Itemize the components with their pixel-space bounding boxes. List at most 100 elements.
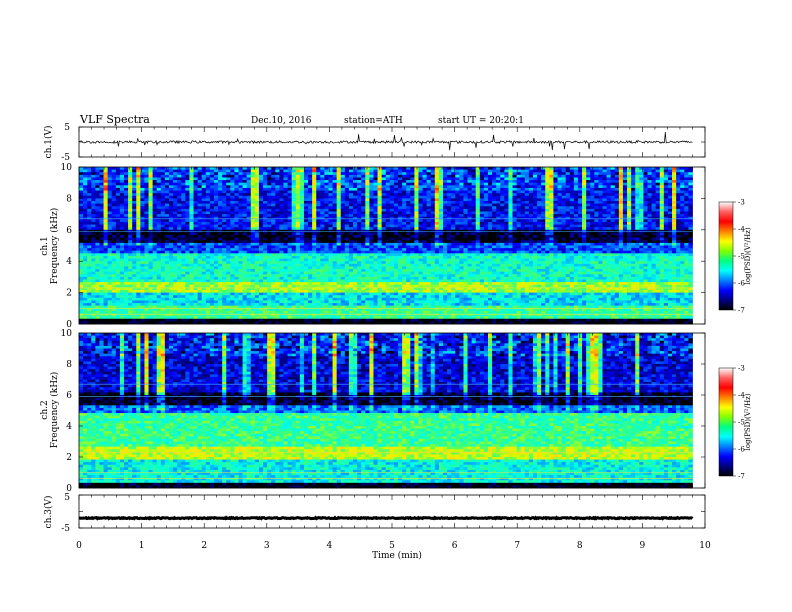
ch1-spectrogram-cell <box>83 167 88 171</box>
ch1-spectrogram-cell <box>95 216 100 220</box>
ch1-spectrogram-cell <box>177 195 182 199</box>
ch1-spectrogram-cell <box>312 219 317 223</box>
ch1-spectrogram-cell <box>459 221 464 225</box>
ch1-spectrogram-cell <box>430 195 436 199</box>
ch1-spectrogram-cell <box>406 216 411 220</box>
ch1-spectrogram-cell <box>156 208 162 212</box>
ch1-spectrogram-cell <box>569 182 575 186</box>
ch1-spectrogram-cell <box>487 232 493 236</box>
ch1-spectrogram-cell <box>246 214 252 218</box>
ch1-spectrogram-cell <box>610 235 616 239</box>
ch1-spectrogram-cell <box>238 203 243 207</box>
ch1-spectrogram-cell <box>91 242 96 246</box>
ch1-spectrogram-cell <box>602 198 607 202</box>
ch1-spectrogram-cell <box>545 180 550 184</box>
ch1-spectrogram-cell <box>361 203 366 207</box>
ch1-spectrogram-cell <box>299 185 305 189</box>
ch1-spectrogram-cell <box>324 240 329 244</box>
ch1-spectrogram-cell <box>308 187 313 191</box>
ch1-spectrogram-cell <box>496 201 501 205</box>
ch1-spectrogram-cell <box>348 242 354 246</box>
ch1-spectrogram-cell <box>140 177 145 181</box>
ch1-spectrogram-cell <box>201 193 207 197</box>
ch1-spectrogram-cell <box>230 211 235 215</box>
ch1-spectrogram-cell <box>614 245 620 249</box>
ch1-spectrogram-cell <box>107 216 113 220</box>
ch1-spectrogram-cell <box>197 182 203 186</box>
ch1-spectrogram-cell <box>598 206 603 210</box>
start-ut-label: start UT = 20:20:1 <box>438 116 524 126</box>
ch1-spectrogram-cell <box>500 201 505 205</box>
ch1-spectrogram-cell <box>594 221 599 225</box>
ch1-spectrogram-cell <box>627 242 632 246</box>
ch1-spectrogram-cell <box>451 245 456 249</box>
ch1-spectrogram-cell <box>238 193 243 197</box>
ch1-spectrogram-cell <box>651 250 657 254</box>
ch1-spectrogram-cell <box>483 169 489 173</box>
ch1-spectrogram-cell <box>291 187 297 191</box>
ch1-spectrogram-cell <box>655 242 661 246</box>
ch1-spectrogram-cell <box>410 198 415 202</box>
ch1-spectrogram-cell <box>115 206 121 210</box>
ch1-spectrogram-cell <box>541 235 546 239</box>
ch1-spectrogram-cell <box>222 201 227 205</box>
ch1-spectrogram-cell <box>537 167 542 171</box>
ch1-spectrogram-cell <box>688 198 693 202</box>
ch1-spectrogram-cell <box>320 193 325 197</box>
ch1-spectrogram-cell <box>545 187 550 191</box>
ch1-spectrogram-cell <box>672 240 677 244</box>
ch1-spectrogram-cell <box>586 198 591 202</box>
ch1-spectrogram-cell <box>684 214 689 218</box>
ch1-spectrogram-cell <box>95 214 100 218</box>
ch1-spectrogram-cell <box>308 177 313 181</box>
ch1-spectrogram-cell <box>672 237 677 241</box>
ch1-spectrogram-cell <box>320 245 325 249</box>
ch1-spectrogram-cell <box>594 167 599 171</box>
ch1-spectrogram-cell <box>447 169 452 173</box>
ch1-spectrogram-cell <box>263 232 268 236</box>
ch1-spectrogram-cell <box>537 221 542 225</box>
ch1-spectrogram-cell <box>316 235 321 239</box>
ch1-spectrogram-cell <box>385 248 391 252</box>
ch1-spectrogram-cell <box>385 174 391 178</box>
ch1-spectrogram-cell <box>402 224 407 228</box>
ch1-spectrogram-cell <box>561 235 567 239</box>
ch1-spectrogram-cell <box>610 237 616 241</box>
ch1-spectrogram-cell <box>389 224 395 228</box>
ch1-spectrogram-cell <box>565 219 571 223</box>
ch1-spectrogram-cell <box>557 235 562 239</box>
ch1-spectrogram-cell <box>443 224 448 228</box>
ch1-spectrogram-cell <box>622 214 628 218</box>
ch1-spectrogram-cell <box>107 195 113 199</box>
ch1-spectrogram-cell <box>119 190 125 194</box>
ch1-spectrogram-cell <box>516 227 522 231</box>
ch1-spectrogram-cell <box>123 203 129 207</box>
ch1-spectrogram-cell <box>659 216 665 220</box>
ch1-spectrogram-cell <box>332 232 338 236</box>
ch1-spectrogram-cell <box>79 195 84 199</box>
ch1-spectrogram-cell <box>492 248 497 252</box>
ch1-spectrogram-cell <box>622 208 628 212</box>
ch1-spectrogram-cell <box>393 240 399 244</box>
ch1-spectrogram-cell <box>643 245 648 249</box>
ch1-spectrogram-cell <box>512 169 518 173</box>
ch1-spectrogram-cell <box>95 185 100 189</box>
ch1-spectrogram-cell <box>455 187 460 191</box>
ch1-spectrogram-cell <box>467 219 473 223</box>
ch1-spectrogram-cell <box>516 198 522 202</box>
ch1-spectrogram-cell <box>618 227 624 231</box>
ch1-spectrogram-cell <box>144 174 149 178</box>
ch1-spectrogram-cell <box>541 240 546 244</box>
ch1-spectrogram-cell <box>414 172 419 176</box>
ch1-spectrogram-cell <box>471 208 477 212</box>
ch1-spectrogram-cell <box>177 187 182 191</box>
ch1-spectrogram-cell <box>614 208 620 212</box>
ch1-spectrogram-cell <box>103 211 109 215</box>
ch1-spectrogram-cell <box>242 195 248 199</box>
ch1-spectrogram-cell <box>299 180 305 184</box>
ch1-spectrogram-cell <box>614 203 620 207</box>
ch1-spectrogram-cell <box>140 221 145 225</box>
ch1-spectrogram-cell <box>197 167 203 171</box>
ch1-spectrogram-cell <box>582 172 587 176</box>
ch1-spectrogram-cell <box>590 221 595 225</box>
